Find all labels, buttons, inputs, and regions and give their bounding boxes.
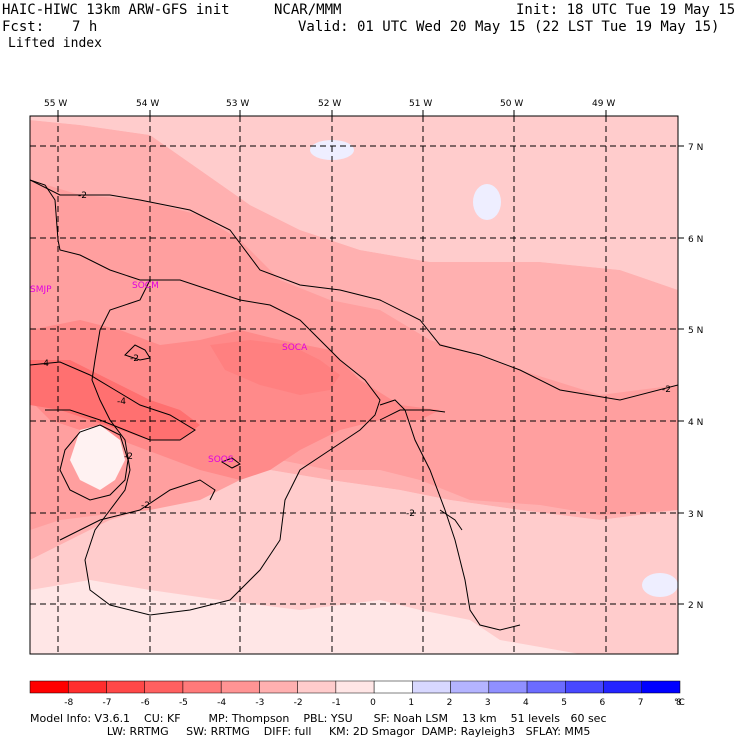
contour-minus2-north xyxy=(30,179,678,401)
colorbar-tick-label: 3 xyxy=(485,698,491,708)
colorbar-tick-label: -8 xyxy=(64,698,73,708)
colorbar-swatch xyxy=(488,680,528,694)
colorbar-tick-label: -3 xyxy=(255,698,264,708)
field-light-cell xyxy=(70,425,125,490)
lon-label-53w: 53 W xyxy=(226,99,249,109)
colorbar-swatch xyxy=(412,680,451,694)
colorbar-tick-label: 2 xyxy=(447,698,453,708)
colorbar-tick-label: 4 xyxy=(523,698,529,708)
colorbar-swatch xyxy=(373,680,413,694)
lon-label-52w: 52 W xyxy=(318,99,341,109)
colorbar-tick-label: 0 xyxy=(370,698,376,708)
init-time: Init: 18 UTC Tue 19 May 15 xyxy=(516,2,736,18)
border-suriname xyxy=(84,279,381,616)
field-band-minus1-north xyxy=(30,116,678,290)
border-guyana xyxy=(30,179,150,281)
colorbar-swatch xyxy=(335,680,375,694)
field-cell-central xyxy=(210,340,340,395)
colorbar-tick-label: 8 xyxy=(676,698,682,708)
colorbar-swatch xyxy=(182,680,222,694)
contour-label: -2 xyxy=(406,509,415,519)
station-soca: SOCA xyxy=(282,343,308,353)
lon-label-50w: 50 W xyxy=(500,99,523,109)
contour-minus4 xyxy=(30,361,196,441)
colorbar: -8 -7 -6 -5 -4 -3 -2 -1 0 1 2 3 4 5 6 7 8 xyxy=(29,680,682,708)
lat-label-3n: 3 N xyxy=(688,510,703,520)
lat-label-5n: 5 N xyxy=(688,326,703,336)
field-band-minus1-south xyxy=(30,470,678,654)
colorbar-swatch xyxy=(297,680,337,694)
lat-label-2n: 2 N xyxy=(688,601,703,611)
colorbar-swatch xyxy=(526,680,566,694)
lon-label-49w: 49 W xyxy=(592,99,615,109)
border-french-guiana xyxy=(379,399,521,631)
colorbar-tick-label: 7 xyxy=(638,698,644,708)
colorbar-swatch xyxy=(259,680,298,694)
colorbar-tick-label: -4 xyxy=(217,698,226,708)
colorbar-swatch xyxy=(603,680,643,694)
contour-label: -2 xyxy=(662,385,671,395)
colorbar-swatch xyxy=(565,680,604,694)
field-positive-cell-1 xyxy=(473,184,501,220)
forecast-label: Fcst: xyxy=(2,19,45,35)
contour-label: -2 xyxy=(124,452,133,462)
colorbar-swatch xyxy=(67,680,107,694)
contour-minus2-inner xyxy=(59,424,129,501)
contour-label: -4 xyxy=(40,359,49,369)
colorbar-swatch xyxy=(29,680,69,694)
colorbar-tick-label: 1 xyxy=(408,698,414,708)
contour-label: -2 xyxy=(78,191,87,201)
model-info-line1: Model Info: V3.6.1 CU: KF MP: Thompson P… xyxy=(30,712,607,725)
field-positive-cell-3 xyxy=(642,573,678,597)
field-band-minus5 xyxy=(30,360,200,440)
map-frame xyxy=(29,115,679,655)
graticule xyxy=(30,116,678,654)
station-socm: SOCM xyxy=(132,281,159,291)
colorbar-swatch xyxy=(450,680,490,694)
contour-minus2-east xyxy=(379,409,446,421)
contour-minus2-small xyxy=(124,344,151,361)
station-smjp: SMJP xyxy=(30,285,52,295)
top-ticks xyxy=(57,110,684,605)
field-band-minus4 xyxy=(30,320,440,480)
contour-minus2-tiny xyxy=(220,457,241,469)
shaded-field xyxy=(30,116,678,654)
lat-label-4n: 4 N xyxy=(688,418,703,428)
colorbar-unit: °C xyxy=(674,698,685,708)
colorbar-swatch xyxy=(106,680,145,694)
colorbar-tick-label: -7 xyxy=(102,698,111,708)
lat-label-7n: 7 N xyxy=(688,143,703,153)
contour-minus2-south xyxy=(59,479,216,541)
colorbar-tick-label: 5 xyxy=(561,698,567,708)
colorbar-tick-label: -1 xyxy=(332,698,341,708)
field-name: Lifted index xyxy=(8,36,102,51)
colorbar-swatch xyxy=(144,680,184,694)
colorbar-tick-label: -5 xyxy=(179,698,188,708)
forecast-hours: 7 h xyxy=(72,19,98,35)
contour-label: -2 xyxy=(141,501,150,511)
colorbar-swatch xyxy=(641,680,681,694)
model-title: HAIC-HIWC 13km ARW-GFS init xyxy=(2,2,230,18)
lon-label-54w: 54 W xyxy=(136,99,159,109)
colorbar-tick-label: -2 xyxy=(294,698,303,708)
station-soos: SOOS xyxy=(208,455,234,465)
lon-label-55w: 55 W xyxy=(44,99,67,109)
colorbar-swatch xyxy=(220,680,260,694)
colorbar-tick-label: 6 xyxy=(600,698,606,708)
contour-label: -2 xyxy=(130,354,139,364)
contours xyxy=(30,179,678,541)
colorbar-tick-label: -6 xyxy=(141,698,150,708)
valid-time: Valid: 01 UTC Wed 20 May 15 (22 LST Tue … xyxy=(298,19,720,35)
lat-label-6n: 6 N xyxy=(688,235,703,245)
lon-label-51w: 51 W xyxy=(409,99,432,109)
org-label: NCAR/MMM xyxy=(274,2,342,18)
model-info-line2: LW: RRTMG SW: RRTMG DIFF: full KM: 2D Sm… xyxy=(30,725,591,738)
contour-label: -4 xyxy=(117,397,126,407)
